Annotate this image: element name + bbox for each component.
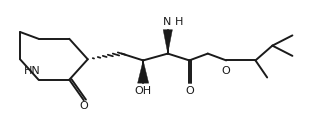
Polygon shape (163, 30, 172, 54)
Polygon shape (138, 61, 149, 83)
Text: O: O (80, 100, 89, 110)
Text: N: N (163, 16, 172, 26)
Text: O: O (186, 85, 195, 95)
Text: OH: OH (135, 85, 152, 95)
Text: O: O (222, 65, 230, 75)
Text: HN: HN (24, 66, 41, 75)
Text: H: H (175, 16, 183, 26)
